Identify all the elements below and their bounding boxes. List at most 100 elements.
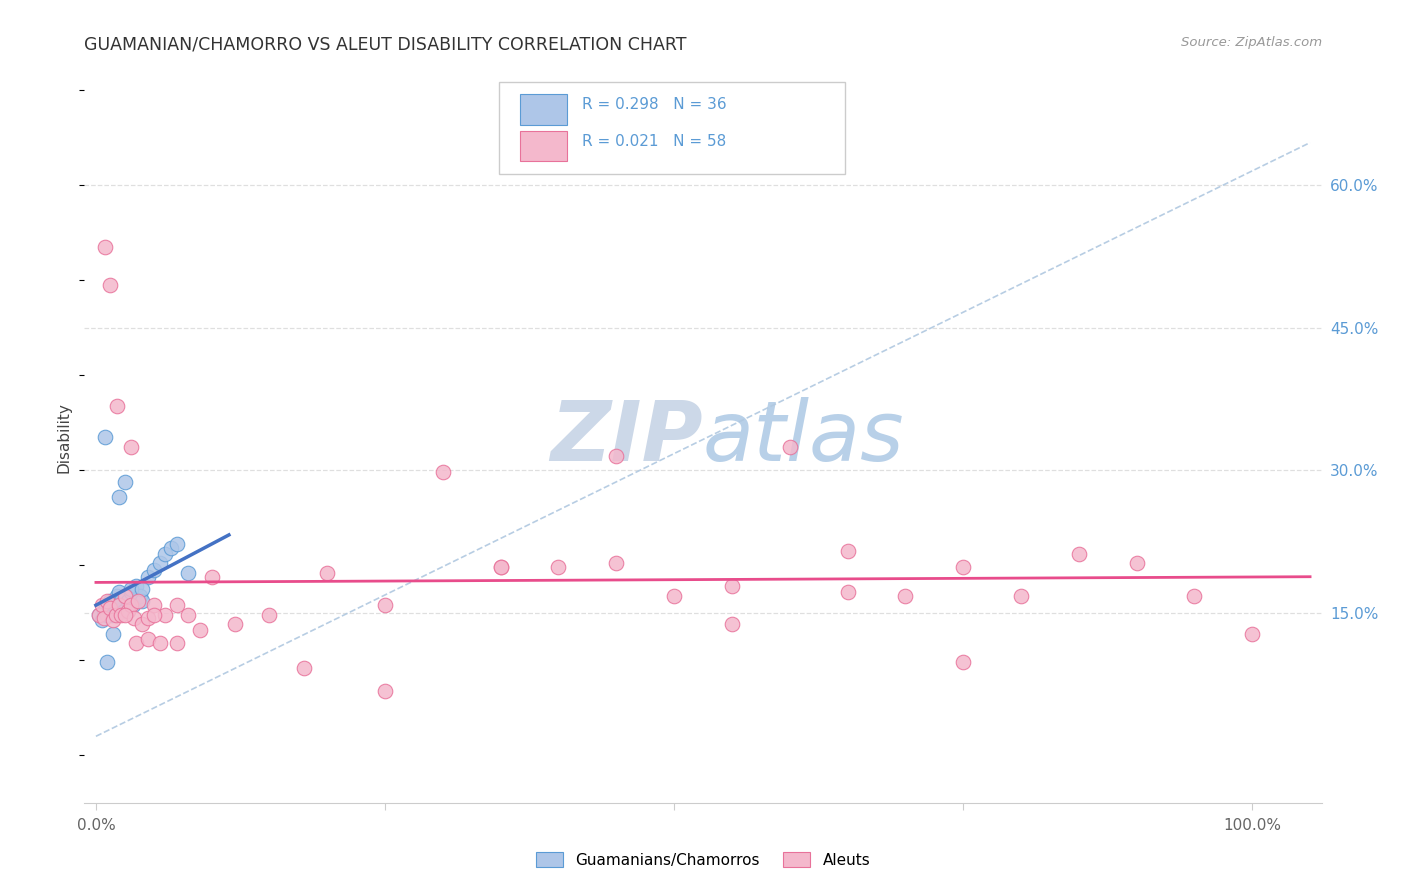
Point xyxy=(97,598,120,612)
Point xyxy=(142,598,165,612)
Text: GUAMANIAN/CHAMORRO VS ALEUT DISABILITY CORRELATION CHART: GUAMANIAN/CHAMORRO VS ALEUT DISABILITY C… xyxy=(84,36,688,54)
Point xyxy=(120,582,142,596)
Point xyxy=(1067,547,1090,561)
Point xyxy=(952,560,974,574)
Point xyxy=(779,440,801,454)
Point xyxy=(1184,589,1206,603)
Point xyxy=(90,614,112,628)
Point xyxy=(131,594,153,608)
Point xyxy=(110,594,132,608)
Point xyxy=(114,589,136,603)
Point xyxy=(114,475,136,489)
Point xyxy=(115,589,138,603)
Point xyxy=(721,617,744,632)
Point xyxy=(96,594,118,608)
Point xyxy=(547,560,569,574)
Point xyxy=(605,557,627,571)
Point xyxy=(136,632,159,647)
Point xyxy=(93,604,115,618)
Point xyxy=(136,570,159,584)
Text: atlas: atlas xyxy=(703,397,904,477)
Point xyxy=(104,607,127,622)
Point xyxy=(117,594,139,608)
Point xyxy=(155,607,177,622)
Point xyxy=(837,585,859,599)
Point xyxy=(93,610,115,624)
Point xyxy=(105,589,128,603)
Point xyxy=(98,594,121,608)
Point xyxy=(108,490,131,504)
Point xyxy=(837,544,859,558)
Point xyxy=(166,537,188,551)
Point xyxy=(259,607,281,622)
Point xyxy=(94,430,117,444)
Point xyxy=(166,636,188,650)
Point xyxy=(177,607,200,622)
Point xyxy=(110,607,132,622)
Point xyxy=(1241,626,1264,640)
Point xyxy=(89,607,111,622)
Point xyxy=(103,598,125,612)
Point xyxy=(114,607,136,622)
Point xyxy=(101,607,124,622)
Point xyxy=(96,655,118,669)
Bar xyxy=(520,94,567,125)
Point xyxy=(136,610,159,624)
Point xyxy=(142,563,165,577)
Bar xyxy=(520,130,567,161)
Point xyxy=(112,604,135,618)
Point xyxy=(122,598,145,612)
Point xyxy=(721,579,744,593)
Point xyxy=(89,607,111,622)
Point xyxy=(120,440,142,454)
Point xyxy=(103,626,125,640)
Point xyxy=(605,449,627,463)
Point xyxy=(316,566,339,580)
Point xyxy=(105,399,128,413)
Point xyxy=(374,598,396,612)
Y-axis label: Disability: Disability xyxy=(56,401,72,473)
Text: ZIP: ZIP xyxy=(550,397,703,477)
Point xyxy=(131,582,153,596)
Point xyxy=(103,614,125,628)
Legend: Guamanians/Chamorros, Aleuts: Guamanians/Chamorros, Aleuts xyxy=(529,844,877,875)
Point xyxy=(98,601,121,615)
Point xyxy=(952,655,974,669)
Point xyxy=(108,585,131,599)
Point xyxy=(96,601,118,615)
Text: Source: ZipAtlas.com: Source: ZipAtlas.com xyxy=(1181,36,1322,49)
Point xyxy=(148,636,170,650)
Point xyxy=(155,547,177,561)
Point xyxy=(489,560,512,574)
Point xyxy=(100,601,122,615)
Point xyxy=(148,557,170,571)
Point xyxy=(292,661,315,675)
Point xyxy=(96,607,118,622)
Point xyxy=(188,623,211,637)
Point xyxy=(94,240,117,254)
Point xyxy=(131,617,153,632)
Point xyxy=(120,598,142,612)
FancyBboxPatch shape xyxy=(499,82,845,174)
Point xyxy=(166,598,188,612)
Point xyxy=(120,585,142,599)
Text: R = 0.298   N = 36: R = 0.298 N = 36 xyxy=(582,97,727,112)
Point xyxy=(1010,589,1032,603)
Point xyxy=(103,594,125,608)
Point xyxy=(127,594,149,608)
Point xyxy=(125,579,148,593)
Point xyxy=(108,598,131,612)
Text: R = 0.021   N = 58: R = 0.021 N = 58 xyxy=(582,134,725,149)
Point xyxy=(489,560,512,574)
Point xyxy=(142,607,165,622)
Point xyxy=(894,589,917,603)
Point xyxy=(432,465,454,479)
Point xyxy=(128,589,150,603)
Point xyxy=(98,278,121,293)
Point xyxy=(200,570,222,584)
Point xyxy=(90,598,112,612)
Point xyxy=(177,566,200,580)
Point xyxy=(160,541,183,556)
Point xyxy=(374,683,396,698)
Point xyxy=(662,589,685,603)
